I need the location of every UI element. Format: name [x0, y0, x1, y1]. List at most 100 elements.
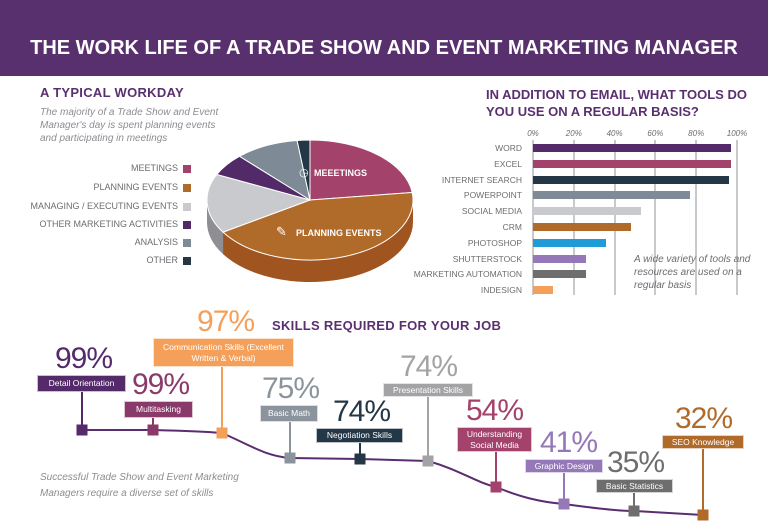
skill-label: Basic Statistics — [596, 479, 673, 493]
page-title: THE WORK LIFE OF A TRADE SHOW AND EVENT … — [30, 37, 738, 59]
bar-label: POWERPOINT — [463, 190, 522, 201]
pie-slice-side — [207, 200, 224, 255]
pie-slice — [206, 173, 312, 233]
skill-percent: 35% — [607, 446, 665, 479]
pie-slice-side — [223, 200, 413, 283]
bar — [533, 159, 731, 168]
skill-percent: 32% — [675, 402, 733, 435]
bar-label: EXCEL — [494, 158, 522, 169]
skill-marker — [216, 427, 228, 439]
workday-title: A TYPICAL WORKDAY — [40, 85, 185, 100]
legend-label: ANALYSIS — [134, 237, 178, 247]
pie-slice — [309, 139, 413, 201]
bar — [533, 286, 554, 295]
legend-label: PLANNING EVENTS — [93, 182, 178, 192]
legend-swatch — [183, 184, 191, 192]
pie-label-meetings: MEEETINGS — [314, 168, 368, 178]
skill-marker — [284, 452, 296, 464]
tools-title: IN ADDITION TO EMAIL, WHAT TOOLS DO YOU … — [486, 87, 747, 119]
skill-label: Communication Skills (Excellent Written … — [153, 338, 294, 367]
skill-percent: 41% — [540, 426, 598, 459]
gridline — [572, 140, 575, 295]
x-tick-label: 80% — [688, 129, 705, 138]
skill-connector — [289, 422, 291, 458]
skill-marker — [558, 498, 570, 510]
gridline — [695, 140, 698, 295]
skill-marker — [354, 453, 366, 465]
skill-label: Detail Orientation — [37, 375, 126, 392]
skill-marker — [490, 481, 502, 493]
bar — [533, 191, 691, 200]
legend-label: MEETINGS — [130, 163, 178, 173]
bar-label: INTERNET SEARCH — [441, 174, 522, 185]
bar-label: SHUTTERSTOCK — [452, 253, 522, 264]
gridline — [654, 140, 657, 295]
bar-label: SOCIAL MEDIA — [461, 206, 522, 217]
bar — [533, 254, 587, 263]
skill-percent: 99% — [132, 368, 190, 401]
gridline — [736, 140, 738, 295]
skill-connector — [221, 367, 223, 433]
bar-label: INDESIGN — [480, 285, 522, 296]
skill-connector — [495, 452, 497, 487]
pie-slice — [296, 139, 311, 201]
bar — [533, 175, 729, 184]
bar — [533, 144, 731, 152]
skill-marker — [422, 455, 434, 467]
x-tick-label: 40% — [606, 129, 623, 138]
legend-swatch — [183, 221, 191, 229]
bar — [533, 223, 631, 231]
bar — [533, 238, 607, 247]
legend-swatch — [183, 239, 191, 247]
skill-marker — [147, 424, 159, 436]
legend-swatch — [183, 165, 191, 173]
skill-connector — [563, 473, 565, 504]
legend-label: OTHER — [146, 255, 179, 265]
legend-label: OTHER MARKETING ACTIVITIES — [39, 219, 178, 229]
skill-percent: 99% — [55, 342, 113, 375]
clock-calendar-icon: ◷ — [299, 167, 309, 179]
workday-subtitle: The majority of a Trade Show and Event M… — [40, 107, 219, 144]
skill-label: Negotiation Skills — [316, 428, 403, 443]
skill-connector — [152, 418, 154, 430]
skill-marker — [697, 509, 709, 521]
pencil-note-icon: ✎ — [276, 224, 287, 239]
skill-connector — [427, 397, 429, 461]
pie-slice — [222, 191, 414, 261]
bar-label: CRM — [502, 222, 522, 232]
gridline — [613, 140, 616, 295]
skill-percent: 97% — [197, 305, 255, 338]
skill-percent: 75% — [262, 372, 320, 405]
gridline — [532, 140, 534, 295]
skill-label: Graphic Design — [525, 459, 603, 473]
legend-swatch — [183, 257, 191, 265]
pie-label-planning: PLANNING EVENTS — [296, 228, 382, 238]
bar-label: PHOTOSHOP — [467, 237, 522, 248]
x-tick-label: 100% — [726, 129, 748, 138]
bar-label: WORD — [495, 143, 522, 153]
skill-percent: 54% — [466, 394, 524, 427]
tools-annotation: A wide variety of tools and resources ar… — [634, 254, 751, 291]
bar — [533, 207, 642, 216]
x-tick-label: 0% — [527, 129, 539, 138]
x-tick-label: 60% — [647, 129, 664, 138]
skill-label: Understanding Social Media — [457, 427, 532, 452]
skill-connector — [633, 493, 635, 511]
legend-swatch — [183, 203, 191, 211]
skill-percent: 74% — [333, 395, 391, 428]
skill-connector — [81, 392, 83, 430]
skill-connector — [702, 449, 704, 515]
skill-label: Multitasking — [124, 401, 193, 418]
skill-label: Presentation Skills — [383, 383, 473, 397]
skill-marker — [76, 424, 88, 436]
skill-percent: 74% — [400, 350, 458, 383]
legend-label: MANAGING / EXECUTING EVENTS — [30, 201, 178, 211]
skill-connector — [359, 443, 361, 459]
skills-title: SKILLS REQUIRED FOR YOUR JOB — [272, 318, 502, 333]
header-band — [0, 0, 768, 76]
bar — [533, 270, 587, 279]
bar-label: MARKETING AUTOMATION — [413, 269, 522, 280]
x-tick-label: 20% — [565, 129, 582, 138]
skill-marker — [628, 505, 640, 517]
